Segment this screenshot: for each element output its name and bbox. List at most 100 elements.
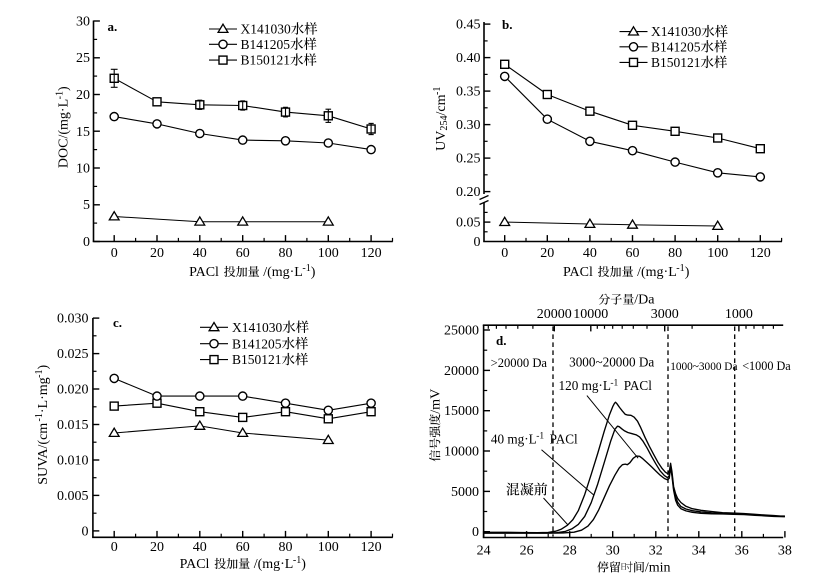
svg-text:DOC/(mg·L: DOC/(mg·L — [56, 99, 71, 168]
svg-text:-1: -1 — [302, 263, 310, 274]
svg-text:36: 36 — [735, 544, 749, 559]
svg-text:-1: -1 — [34, 413, 45, 421]
svg-text:B141205: B141205 — [232, 336, 282, 351]
svg-text:-1: -1 — [432, 87, 443, 95]
svg-text:5: 5 — [83, 198, 90, 213]
svg-text:0.45: 0.45 — [456, 18, 481, 33]
svg-text:PACl: PACl — [618, 378, 652, 393]
svg-text:d.: d. — [496, 333, 506, 348]
svg-text:0.30: 0.30 — [456, 118, 481, 133]
svg-text:0.030: 0.030 — [57, 312, 89, 327]
svg-text:PACl: PACl — [544, 431, 578, 446]
svg-text:32: 32 — [649, 544, 663, 559]
svg-text:20: 20 — [150, 246, 164, 261]
svg-text:B141205: B141205 — [241, 37, 291, 52]
svg-text:40 mg·L: 40 mg·L — [491, 431, 537, 446]
svg-text:100: 100 — [318, 540, 339, 555]
svg-text:<1000 Da: <1000 Da — [742, 359, 791, 373]
svg-text:-1: -1 — [54, 91, 65, 99]
svg-text:60: 60 — [236, 246, 250, 261]
svg-text:0: 0 — [83, 235, 90, 250]
svg-text:/(mg·L: /(mg·L — [263, 265, 303, 280]
svg-text:5000: 5000 — [451, 485, 479, 500]
svg-text:B150121: B150121 — [241, 53, 291, 68]
svg-text:/mV: /mV — [428, 389, 443, 414]
svg-text:/cm: /cm — [434, 94, 449, 115]
svg-text:/Da: /Da — [634, 293, 655, 308]
svg-text:0.20: 0.20 — [456, 185, 481, 200]
svg-text:20: 20 — [150, 540, 164, 555]
svg-text:0.015: 0.015 — [57, 418, 89, 433]
svg-text:PACl: PACl — [563, 265, 593, 280]
svg-text:0.020: 0.020 — [57, 383, 89, 398]
svg-text:40: 40 — [583, 246, 597, 261]
svg-text:26: 26 — [520, 544, 534, 559]
svg-text:15: 15 — [76, 125, 90, 140]
svg-text:PACl: PACl — [180, 557, 210, 572]
svg-text:254: 254 — [439, 115, 450, 130]
svg-text:28: 28 — [563, 544, 577, 559]
svg-text:40: 40 — [193, 540, 207, 555]
svg-text:20: 20 — [76, 88, 90, 103]
svg-text:1000: 1000 — [725, 307, 753, 322]
svg-text:80: 80 — [279, 540, 293, 555]
svg-text:0.40: 0.40 — [456, 51, 481, 66]
svg-text:B150121: B150121 — [651, 55, 701, 70]
svg-text:25000: 25000 — [444, 324, 479, 339]
svg-text:100: 100 — [707, 246, 728, 261]
svg-text:30: 30 — [76, 15, 90, 30]
svg-text:/(mg·L: /(mg·L — [637, 265, 677, 280]
svg-text:38: 38 — [778, 544, 792, 559]
svg-text:0.005: 0.005 — [57, 489, 89, 504]
svg-text:1000~3000 Da: 1000~3000 Da — [670, 361, 737, 373]
svg-text:X141030: X141030 — [232, 320, 282, 335]
svg-text:3000: 3000 — [651, 307, 679, 322]
svg-text:): ) — [311, 265, 316, 280]
svg-text:30: 30 — [606, 544, 620, 559]
svg-text:-1: -1 — [536, 432, 544, 442]
svg-text:0.010: 0.010 — [57, 454, 89, 469]
svg-text:120: 120 — [361, 540, 382, 555]
svg-text:3000~20000 Da: 3000~20000 Da — [569, 354, 654, 369]
svg-text:120: 120 — [750, 246, 771, 261]
svg-text:24: 24 — [477, 544, 491, 559]
svg-text:): ) — [301, 557, 306, 572]
svg-text:UV: UV — [434, 131, 449, 151]
svg-text:10000: 10000 — [444, 445, 479, 460]
svg-text:20: 20 — [540, 246, 554, 261]
svg-text:-1: -1 — [610, 378, 618, 388]
svg-text:10: 10 — [76, 162, 90, 177]
svg-text:/(mg·L: /(mg·L — [254, 557, 294, 572]
svg-text:10000: 10000 — [573, 307, 608, 322]
svg-text:X141030: X141030 — [241, 22, 291, 37]
svg-text:-1: -1 — [676, 263, 684, 274]
svg-text:): ) — [685, 265, 690, 280]
svg-text:40: 40 — [193, 246, 207, 261]
svg-text:0.05: 0.05 — [456, 216, 481, 231]
svg-text:c.: c. — [113, 315, 122, 330]
svg-text:0.25: 0.25 — [456, 152, 481, 167]
svg-text:0.35: 0.35 — [456, 85, 481, 100]
svg-text:100: 100 — [318, 246, 339, 261]
svg-text:0: 0 — [111, 246, 118, 261]
svg-text:120: 120 — [361, 246, 382, 261]
svg-text:120 mg·L: 120 mg·L — [559, 378, 611, 393]
svg-text:-1: -1 — [293, 555, 301, 566]
svg-text:0: 0 — [111, 540, 118, 555]
svg-text:·L·mg: ·L·mg — [36, 377, 51, 413]
svg-text:0: 0 — [474, 235, 481, 250]
svg-text:B141205: B141205 — [651, 39, 701, 54]
svg-text:20000: 20000 — [444, 364, 479, 379]
svg-text:>20000 Da: >20000 Da — [491, 356, 548, 370]
svg-text:60: 60 — [626, 246, 640, 261]
svg-text:80: 80 — [279, 246, 293, 261]
svg-text:SUVA/(cm: SUVA/(cm — [36, 423, 51, 485]
svg-text:0: 0 — [472, 525, 479, 540]
svg-text:b.: b. — [502, 17, 512, 32]
svg-text:B150121: B150121 — [232, 352, 282, 367]
svg-text:): ) — [56, 86, 71, 91]
svg-text:20000: 20000 — [537, 307, 572, 322]
svg-text:/min: /min — [645, 561, 671, 576]
svg-text:-1: -1 — [34, 369, 45, 377]
svg-text:60: 60 — [236, 540, 250, 555]
